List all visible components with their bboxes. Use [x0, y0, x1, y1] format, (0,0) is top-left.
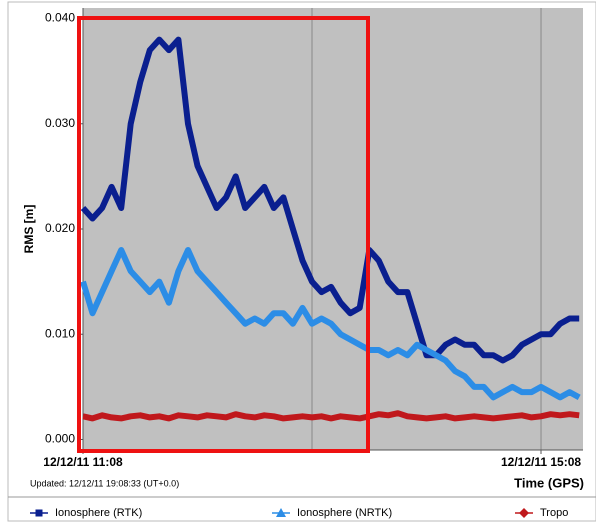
x-tick-label: 12/12/11 11:08 [43, 455, 123, 469]
plot-background [83, 8, 583, 450]
x-tick-label: 12/12/11 15:08 [501, 455, 581, 469]
series-line [80, 36, 580, 364]
legend-label: Tropo [540, 507, 568, 519]
legend: Ionosphere (RTK) Ionosphere (NRTK) Tropo [30, 507, 568, 519]
y-tick-label: 0.010 [45, 326, 75, 340]
y-tick-label: 0.030 [45, 116, 75, 130]
y-tick-label: 0.040 [45, 11, 75, 25]
x-axis-label: Time (GPS) [514, 475, 584, 490]
y-tick-label: 0.020 [45, 221, 75, 235]
legend-marker [276, 508, 286, 517]
legend-label: Ionosphere (RTK) [55, 507, 142, 519]
series-line [82, 410, 580, 422]
y-axis-label: RMS [m] [22, 205, 36, 254]
legend-marker [35, 509, 43, 517]
y-tick-label: 0.000 [45, 432, 75, 446]
updated-note: Updated: 12/12/11 19:08:33 (UT+0.0) [30, 478, 179, 488]
legend-label: Ionosphere (NRTK) [297, 507, 392, 519]
frame [7, 1, 596, 522]
highlight-box [77, 16, 370, 453]
series-line [80, 247, 581, 401]
plot-area [80, 8, 583, 451]
legend-marker [519, 508, 529, 518]
